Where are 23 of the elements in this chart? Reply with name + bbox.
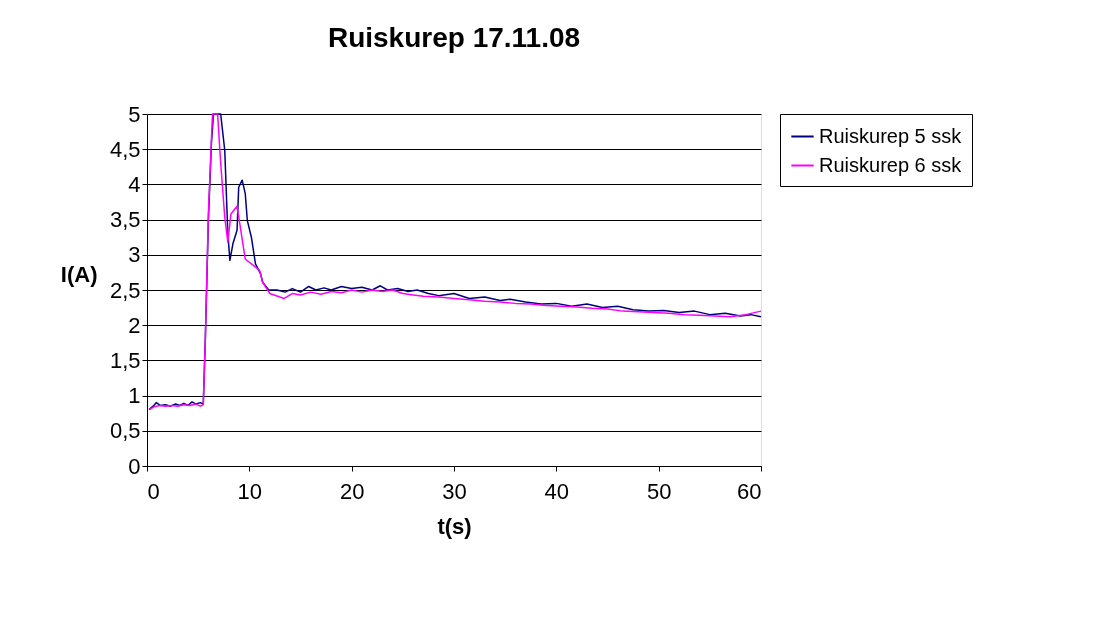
legend-label: Ruiskurep 5 ssk bbox=[819, 124, 963, 147]
x-tick-label: 30 bbox=[442, 478, 467, 504]
y-tick-label: 0 bbox=[128, 453, 141, 479]
y-tick-label: 4,5 bbox=[109, 136, 141, 162]
y-tick-label: 2 bbox=[128, 312, 141, 338]
x-tick-label: 40 bbox=[544, 478, 570, 504]
x-tick-label: 10 bbox=[237, 478, 263, 504]
y-tick-label: 4 bbox=[128, 171, 141, 197]
y-tick-label: 3 bbox=[128, 242, 141, 268]
y-tick-label: 1,5 bbox=[109, 347, 141, 373]
y-tick-label: 5 bbox=[128, 101, 141, 127]
y-tick-label: 3,5 bbox=[109, 207, 141, 233]
legend-label: Ruiskurep 6 ssk bbox=[819, 153, 963, 176]
x-tick-label: 0 bbox=[147, 478, 160, 504]
y-tick-label: 2,5 bbox=[109, 277, 141, 303]
y-tick-label: 0,5 bbox=[109, 418, 141, 444]
y-axis-title: I(A) bbox=[60, 261, 98, 287]
x-tick-label: 50 bbox=[646, 478, 672, 504]
y-tick-label: 1 bbox=[128, 383, 141, 409]
x-axis-title: t(s) bbox=[437, 513, 472, 539]
x-tick-label: 60 bbox=[737, 478, 762, 504]
chart-title: Ruiskurep 17.11.08 bbox=[327, 22, 581, 53]
x-tick-label: 20 bbox=[339, 478, 365, 504]
